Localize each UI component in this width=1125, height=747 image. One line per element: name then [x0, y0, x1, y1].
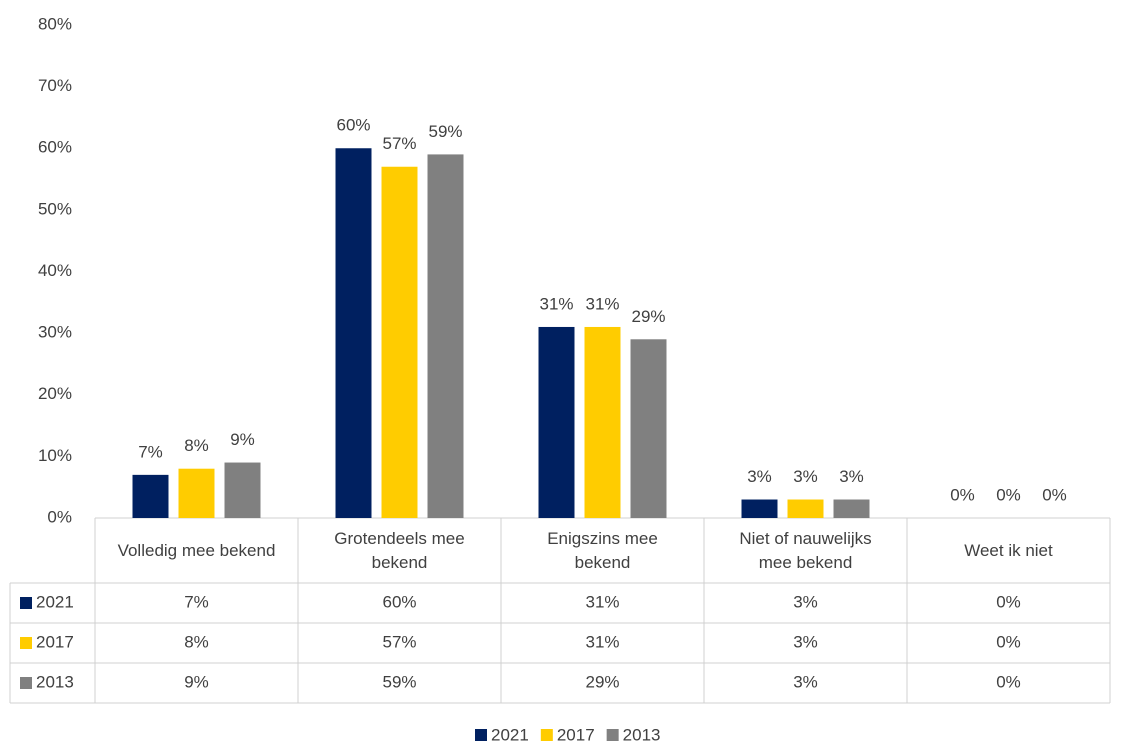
bar — [178, 468, 215, 518]
bar — [335, 148, 372, 518]
legend-key — [20, 597, 32, 609]
legend-key — [540, 729, 553, 741]
data-label: 8% — [184, 436, 209, 455]
table-row-label: 2021 — [36, 592, 74, 611]
data-label: 0% — [996, 485, 1021, 504]
legend-key — [475, 729, 487, 741]
bar — [741, 499, 778, 518]
bar — [132, 474, 169, 518]
table-cell: 0% — [996, 592, 1021, 611]
data-label: 60% — [336, 116, 370, 135]
table-cell: 31% — [585, 632, 619, 651]
legend-key — [20, 637, 32, 649]
category-label: Volledig mee bekend — [117, 540, 276, 560]
category-label: Enigszins mee bekend — [547, 528, 658, 572]
legend-label: 2013 — [623, 725, 661, 744]
legend-key — [20, 677, 32, 689]
table-cell: 0% — [996, 672, 1021, 691]
data-label: 3% — [793, 467, 818, 486]
table-cell: 31% — [585, 592, 619, 611]
legend-key — [606, 729, 619, 741]
y-tick-label: 30% — [38, 323, 72, 342]
table-cell: 3% — [793, 592, 818, 611]
y-tick-label: 60% — [38, 138, 72, 157]
data-label: 3% — [839, 467, 864, 486]
table-row-label: 2017 — [36, 632, 74, 651]
bar — [381, 166, 418, 519]
table-row-label: 2013 — [36, 672, 74, 691]
y-tick-label: 20% — [38, 384, 72, 403]
table-cell: 3% — [793, 672, 818, 691]
data-label: 7% — [138, 442, 163, 461]
data-label: 9% — [230, 430, 255, 449]
y-tick-label: 0% — [47, 507, 72, 526]
data-label: 59% — [428, 122, 462, 141]
bar — [833, 499, 870, 518]
data-label: 0% — [1042, 485, 1067, 504]
table-cell: 0% — [996, 632, 1021, 651]
y-tick-label: 10% — [38, 446, 72, 465]
table-cell: 3% — [793, 632, 818, 651]
data-label: 0% — [950, 485, 975, 504]
table-cell: 8% — [184, 632, 209, 651]
table-cell: 9% — [184, 672, 209, 691]
bar — [224, 462, 261, 518]
bar — [630, 339, 667, 518]
table-cell: 29% — [585, 672, 619, 691]
y-tick-label: 40% — [38, 261, 72, 280]
data-label: 31% — [585, 294, 619, 313]
table-cell: 59% — [382, 672, 416, 691]
data-label: 31% — [539, 294, 573, 313]
category-label: Niet of nauwelijks mee bekend — [739, 528, 872, 572]
y-tick-label: 50% — [38, 199, 72, 218]
data-label: 57% — [382, 134, 416, 153]
bar — [787, 499, 824, 518]
legend-label: 2021 — [491, 725, 529, 744]
legend-label: 2017 — [557, 725, 595, 744]
data-label: 29% — [631, 307, 665, 326]
table-cell: 57% — [382, 632, 416, 651]
bar — [538, 326, 575, 518]
bar — [584, 326, 621, 518]
category-label: Grotendeels mee bekend — [334, 528, 465, 572]
table-cell: 7% — [184, 592, 209, 611]
category-label: Weet ik niet — [964, 540, 1053, 560]
y-tick-label: 80% — [38, 14, 72, 33]
y-tick-label: 70% — [38, 76, 72, 95]
data-label: 3% — [747, 467, 772, 486]
bar — [427, 154, 464, 518]
table-cell: 60% — [382, 592, 416, 611]
